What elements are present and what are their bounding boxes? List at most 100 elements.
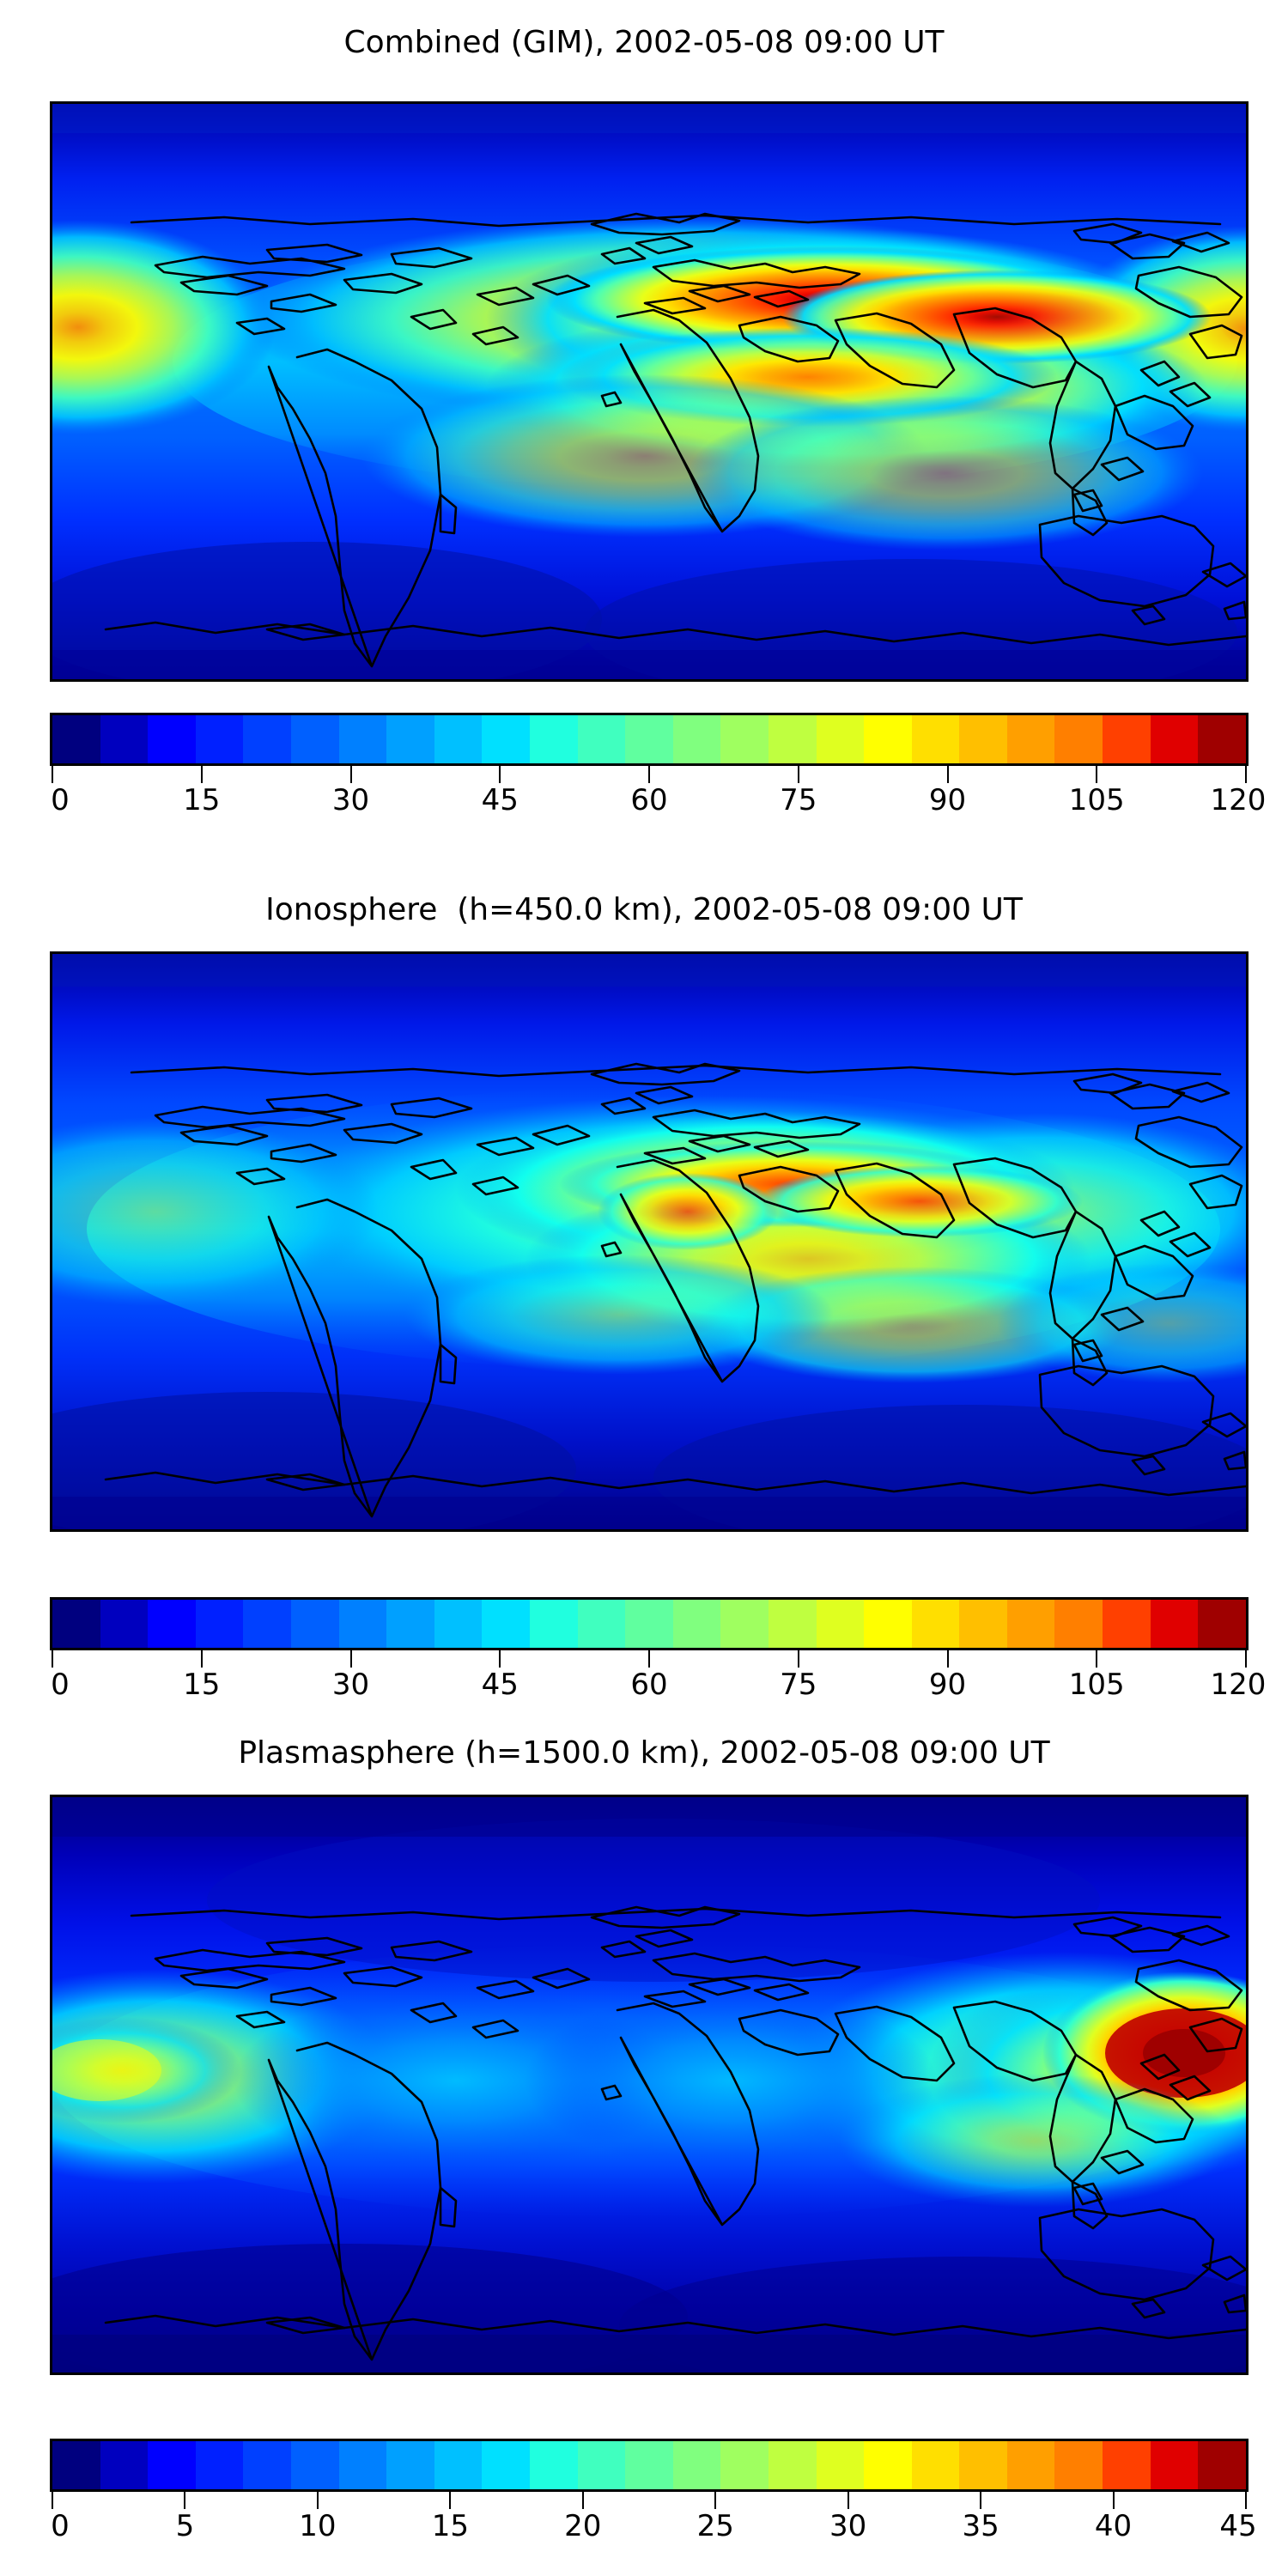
colorbar-tick [200,766,203,783]
colorbar-ticks-ionosphere [50,1650,1249,1668]
colorbar-segment [1054,2441,1103,2489]
colorbar-tick-label: 105 [1068,783,1125,817]
colorbar-segment [768,715,817,763]
colorbar-segment [1054,1600,1103,1648]
colorbar-tick [946,1650,949,1668]
colorbar-ionosphere: 0 15 30 45 60 75 90 105 120 [50,1597,1266,1705]
colorbar-segment [1103,2441,1151,2489]
colorbar-tick [648,1650,650,1668]
colorbar-tick-label: 0 [51,1668,70,1702]
colorbar-segment [195,715,244,763]
colorbar-labels-ionosphere: 0 15 30 45 60 75 90 105 120 [50,1668,1266,1705]
colorbar-tick [1245,2492,1247,2509]
map-plasmasphere [50,1795,1249,2375]
colorbar-tick [1245,766,1247,783]
colorbar-segment [100,2441,149,2489]
colorbar-tick-label: 75 [780,783,817,817]
colorbar-segment [434,2441,483,2489]
colorbar-segment [672,715,721,763]
colorbar-segment [768,2441,817,2489]
colorbar-segment [911,2441,960,2489]
colorbar-segment [911,715,960,763]
colorbar-tick [581,2492,584,2509]
colorbar-segment [482,2441,530,2489]
colorbar-segment [577,715,626,763]
colorbar-tick [499,1650,501,1668]
colorbar-segment [1006,2441,1055,2489]
colorbar-tick-label: 45 [481,783,519,817]
colorbar-segment [148,715,196,763]
colorbar-ticks-combined-gim [50,766,1249,783]
colorbar-segment [911,1600,960,1648]
colorbar-segment [959,715,1007,763]
colorbar-segment [625,1600,673,1648]
colorbar-segment [672,2441,721,2489]
colorbar-tick [349,1650,352,1668]
colorbar-segment [386,1600,434,1648]
colorbar-gradient-ionosphere [50,1597,1249,1650]
colorbar-segment [816,1600,865,1648]
colorbar-segment [243,1600,291,1648]
colorbar-segment [386,715,434,763]
colorbar-segment [864,1600,912,1648]
colorbar-tick [714,2492,717,2509]
colorbar-segment [52,715,100,763]
colorbar-tick [52,2492,53,2509]
colorbar-tick-label: 45 [1219,2509,1257,2543]
colorbar-segment [148,1600,196,1648]
colorbar-tick [648,766,650,783]
colorbar-tick [1096,1650,1098,1668]
colorbar-tick-label: 20 [564,2509,602,2543]
colorbar-tick-label: 25 [696,2509,734,2543]
colorbar-tick-label: 15 [183,1668,221,1702]
colorbar-tick-label: 75 [780,1668,817,1702]
colorbar-segment [482,715,530,763]
colorbar-segment [577,1600,626,1648]
colorbar-gradient-plasmasphere [50,2439,1249,2492]
colorbar-tick [1112,2492,1115,2509]
colorbar-tick-label: 45 [481,1668,519,1702]
colorbar-segment [1006,715,1055,763]
colorbar-segment [338,715,387,763]
colorbar-segment [338,2441,387,2489]
colorbar-tick-label: 10 [299,2509,337,2543]
colorbar-segment [959,2441,1007,2489]
colorbar-tick [52,766,53,783]
colorbar-segment [672,1600,721,1648]
colorbar-tick [1096,766,1098,783]
colorbar-segment [1198,1600,1246,1648]
colorbar-segment [816,2441,865,2489]
colorbar-segment [1198,2441,1246,2489]
panel-title-ionosphere: Ionosphere (h=450.0 km), 2002-05-08 09:0… [265,892,1023,927]
colorbar-segment [290,2441,339,2489]
colorbar-segment [243,2441,291,2489]
colorbar-segment [529,2441,578,2489]
colorbar-tick-label: 30 [331,783,370,817]
colorbar-segment [529,1600,578,1648]
coastlines-plasmasphere [104,1905,1246,2361]
panel-title-plasmasphere: Plasmasphere (h=1500.0 km), 2002-05-08 0… [238,1735,1050,1771]
colorbar-segment [195,1600,244,1648]
colorbar-tick [980,2492,982,2509]
map-svg-plasmasphere [52,1797,1246,2372]
colorbar-tick [1245,1650,1247,1668]
colorbar-tick [316,2492,319,2509]
colorbar-tick [797,766,799,783]
colorbar-segment [577,2441,626,2489]
colorbar-tick-label: 15 [183,783,221,817]
colorbar-tick-label: 120 [1210,783,1267,817]
colorbar-segment [482,1600,530,1648]
colorbar-tick [499,766,501,783]
colorbar-tick [797,1650,799,1668]
colorbar-tick [946,766,949,783]
colorbar-labels-plasmasphere: 0 5 10 15 20 25 30 35 40 45 [50,2509,1256,2547]
colorbar-segment [1103,1600,1151,1648]
colorbar-segment [1150,1600,1199,1648]
colorbar-segment [720,715,769,763]
colorbar-segment [100,1600,149,1648]
colorbar-tick [847,2492,849,2509]
colorbar-tick-label: 30 [829,2509,867,2543]
colorbar-segment [100,715,149,763]
map-ionosphere [50,951,1249,1532]
